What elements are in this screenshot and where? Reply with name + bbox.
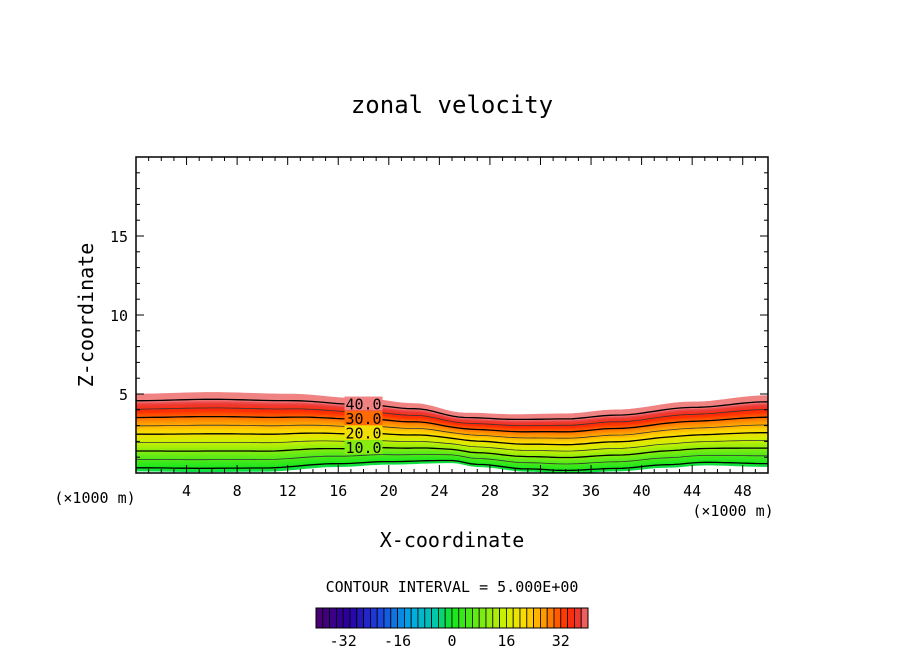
colorbar-cell bbox=[465, 607, 473, 629]
contour-line bbox=[136, 415, 768, 433]
contour-line bbox=[136, 440, 768, 452]
colorbar-cell bbox=[356, 607, 364, 629]
x-tick-label: 20 bbox=[380, 482, 398, 500]
y-tick-label: 10 bbox=[110, 307, 128, 325]
contour-line bbox=[136, 432, 768, 446]
x-tick-labels: 4 8 12 16 20 24 28 32 36 40 44 48 bbox=[182, 482, 752, 500]
colorbar-cell bbox=[383, 607, 392, 629]
colorbar-tick-label: 32 bbox=[552, 632, 570, 650]
x-tick-label: 36 bbox=[582, 482, 600, 500]
x-tick-label: 28 bbox=[481, 482, 499, 500]
y-tick-label: 15 bbox=[110, 228, 128, 246]
contour-label-bg bbox=[344, 396, 383, 411]
colorbar-cell bbox=[349, 607, 358, 629]
contour-line bbox=[136, 454, 768, 465]
contour-label: 10.0 bbox=[345, 439, 381, 457]
colorbar-cell bbox=[540, 607, 548, 629]
colorbar-tick-label: 16 bbox=[497, 632, 515, 650]
colorbar-cell bbox=[322, 607, 330, 629]
colorbar-cell bbox=[437, 607, 446, 629]
colorbar-cell bbox=[567, 607, 575, 629]
x-tick-label: 24 bbox=[430, 482, 448, 500]
contour-label-bg bbox=[344, 411, 383, 426]
colorbar-cell bbox=[553, 607, 562, 629]
y-tick-label: 5 bbox=[119, 386, 128, 404]
x-unit-left: (×1000 m) bbox=[54, 489, 135, 507]
x-tick-label: 32 bbox=[531, 482, 549, 500]
contour-label: 40.0 bbox=[345, 396, 381, 414]
colorbar-cell bbox=[431, 607, 439, 629]
colorbar-cell bbox=[403, 607, 412, 629]
contour-label-bg bbox=[344, 440, 383, 455]
colorbar-cell bbox=[451, 607, 460, 629]
colorbar-cell bbox=[546, 607, 555, 629]
contour-label: 30.0 bbox=[345, 410, 381, 428]
contour-line bbox=[136, 459, 768, 472]
colorbar-cell bbox=[369, 607, 378, 629]
x-tick-label: 44 bbox=[683, 482, 701, 500]
colorbar-cell bbox=[410, 607, 419, 629]
contour-line bbox=[136, 446, 768, 459]
colorbar-cell bbox=[512, 607, 521, 629]
contour-label-bg bbox=[344, 425, 383, 440]
contour-label: 20.0 bbox=[345, 425, 381, 443]
contour-lines bbox=[136, 398, 768, 472]
colorbar-cell bbox=[471, 607, 480, 629]
y-axis-label: Z-coordinate bbox=[74, 243, 98, 388]
x-tick-label: 12 bbox=[279, 482, 297, 500]
colorbar-frame bbox=[315, 607, 589, 629]
colorbar-tick-label: -32 bbox=[330, 632, 357, 650]
colorbar-cell bbox=[519, 607, 528, 629]
colorbar-cell bbox=[390, 607, 398, 629]
contour-line bbox=[136, 398, 768, 421]
x-tick-label: 8 bbox=[233, 482, 242, 500]
y-tick-labels: 5 10 15 bbox=[110, 228, 128, 404]
colorbar-cell bbox=[363, 607, 371, 629]
colorbar-cell bbox=[335, 607, 344, 629]
colorbar-tick-label: -16 bbox=[384, 632, 411, 650]
colorbar-cell bbox=[580, 607, 589, 629]
contour-line bbox=[136, 407, 768, 426]
colorbar-cell bbox=[376, 607, 385, 629]
colorbar-cell bbox=[505, 607, 514, 629]
colorbar-cell bbox=[444, 607, 453, 629]
colorbar-tick-label: 0 bbox=[447, 632, 456, 650]
colorbar-cell bbox=[315, 607, 324, 629]
chart-title: zonal velocity bbox=[351, 91, 553, 119]
colorbar-cell bbox=[342, 607, 351, 629]
colorbar-cell bbox=[533, 607, 541, 629]
colorbar-cell bbox=[499, 607, 507, 629]
colorbar-cell bbox=[485, 607, 494, 629]
colorbar-cell bbox=[397, 607, 405, 629]
colorbar-cell bbox=[574, 607, 582, 629]
contour-interval-label: CONTOUR INTERVAL = 5.000E+00 bbox=[326, 578, 579, 596]
colorbar-cell bbox=[492, 607, 500, 629]
contour-line bbox=[136, 424, 768, 439]
colorbar-cell bbox=[478, 607, 487, 629]
colorbar bbox=[315, 607, 589, 629]
colorbar-cell bbox=[560, 607, 568, 629]
x-tick-label: 4 bbox=[182, 482, 191, 500]
colorbar-cell bbox=[329, 607, 337, 629]
x-tick-label: 40 bbox=[633, 482, 651, 500]
axis-ticks bbox=[136, 157, 768, 473]
contour-labels: 40.030.020.010.0 bbox=[344, 396, 383, 457]
colorbar-cell bbox=[417, 607, 426, 629]
colorbar-cell bbox=[424, 607, 432, 629]
x-axis-label: X-coordinate bbox=[380, 528, 525, 552]
colorbar-cell bbox=[526, 607, 534, 629]
x-unit-right: (×1000 m) bbox=[692, 502, 773, 520]
x-tick-label: 48 bbox=[734, 482, 752, 500]
colorbar-tick-labels: -32 -16 0 16 32 bbox=[330, 632, 570, 650]
colorbar-cell bbox=[458, 607, 466, 629]
x-tick-label: 16 bbox=[329, 482, 347, 500]
